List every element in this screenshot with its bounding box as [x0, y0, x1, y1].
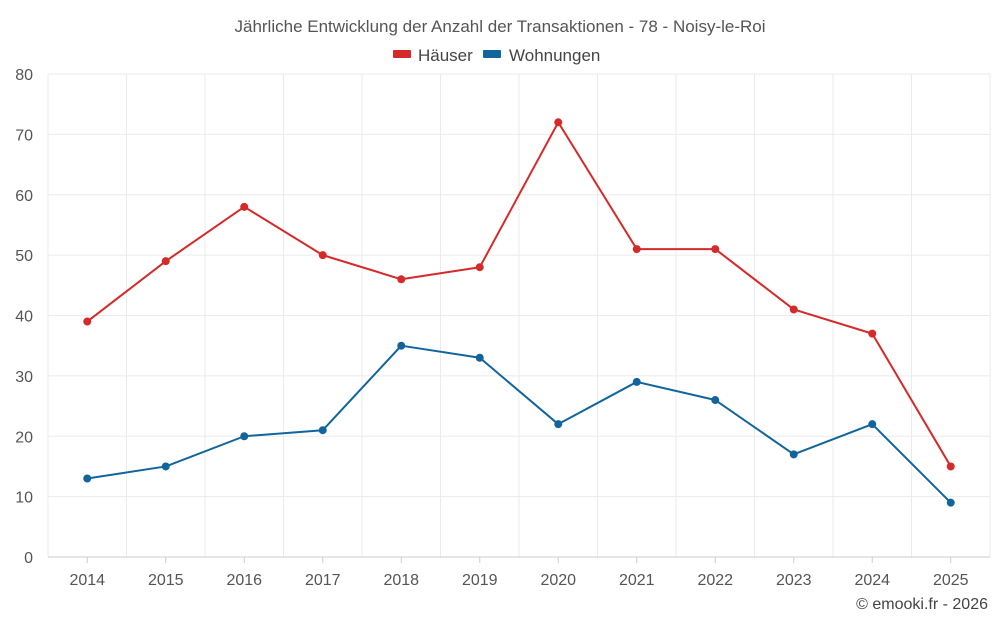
x-tick-label: 2018 [383, 572, 419, 589]
y-tick-label: 70 [15, 127, 33, 144]
x-tick-label: 2025 [933, 572, 969, 589]
legend-swatch-wohnungen [483, 50, 501, 58]
x-tick-label: 2022 [697, 572, 733, 589]
x-tick-label: 2015 [148, 572, 184, 589]
x-tick-label: 2023 [776, 572, 812, 589]
legend: Häuser Wohnungen [393, 46, 600, 65]
x-tick-label: 2016 [226, 572, 262, 589]
legend-label-haeuser: Häuser [418, 46, 473, 65]
data-point-haeuser[interactable] [868, 329, 877, 338]
data-point-haeuser[interactable] [554, 118, 563, 127]
data-point-haeuser[interactable] [475, 263, 484, 272]
legend-swatch-haeuser [393, 50, 411, 58]
x-tick-label: 2020 [540, 572, 576, 589]
y-tick-label: 20 [15, 429, 33, 446]
x-tick-label: 2019 [462, 572, 498, 589]
data-point-wohnungen[interactable] [946, 498, 955, 507]
x-tick-label: 2014 [69, 572, 105, 589]
y-tick-label: 40 [15, 309, 33, 326]
data-point-haeuser[interactable] [789, 305, 798, 314]
data-point-haeuser[interactable] [161, 257, 170, 266]
x-tick-label: 2017 [305, 572, 341, 589]
legend-item-wohnungen[interactable]: Wohnungen [483, 46, 600, 65]
data-point-haeuser[interactable] [83, 317, 92, 326]
credit-text: © emooki.fr - 2026 [856, 596, 988, 613]
x-tick-label: 2021 [619, 572, 655, 589]
data-point-haeuser[interactable] [397, 275, 406, 284]
data-point-haeuser[interactable] [318, 251, 327, 260]
data-point-wohnungen[interactable] [475, 353, 484, 362]
series-line-haeuser [86, 121, 952, 467]
series-group [83, 118, 955, 507]
data-point-wohnungen[interactable] [711, 396, 720, 405]
y-tick-label: 0 [24, 550, 33, 567]
grid [47, 73, 991, 557]
data-point-wohnungen[interactable] [868, 420, 877, 429]
data-point-haeuser[interactable] [711, 245, 720, 254]
series-line-wohnungen [87, 344, 952, 504]
y-axis: 0 10 20 30 40 50 60 70 80 [15, 67, 33, 567]
legend-item-haeuser[interactable]: Häuser [393, 46, 473, 65]
x-tick-label: 2024 [854, 572, 890, 589]
data-point-haeuser[interactable] [946, 462, 955, 471]
data-point-haeuser[interactable] [632, 245, 641, 254]
data-point-wohnungen[interactable] [789, 450, 798, 459]
data-point-haeuser[interactable] [240, 202, 249, 211]
y-tick-label: 10 [15, 490, 33, 507]
data-point-wohnungen[interactable] [554, 420, 563, 429]
data-point-wohnungen[interactable] [397, 341, 406, 350]
series-wohnungen [83, 341, 955, 507]
y-tick-label: 60 [15, 188, 33, 205]
y-tick-label: 50 [15, 248, 33, 265]
y-tick-label: 80 [15, 67, 33, 84]
y-tick-label: 30 [15, 369, 33, 386]
data-point-wohnungen[interactable] [240, 432, 249, 441]
x-axis: 2014 2015 2016 2017 2018 2019 2020 2021 2022 2023… [48, 556, 990, 589]
series-haeuser [83, 118, 955, 471]
data-point-wohnungen[interactable] [318, 426, 327, 435]
data-point-wohnungen[interactable] [83, 474, 92, 483]
data-point-wohnungen[interactable] [632, 377, 641, 386]
data-point-wohnungen[interactable] [161, 462, 170, 471]
chart-title: Jährliche Entwicklung der Anzahl der Tra… [234, 17, 765, 36]
legend-label-wohnungen: Wohnungen [509, 46, 600, 65]
